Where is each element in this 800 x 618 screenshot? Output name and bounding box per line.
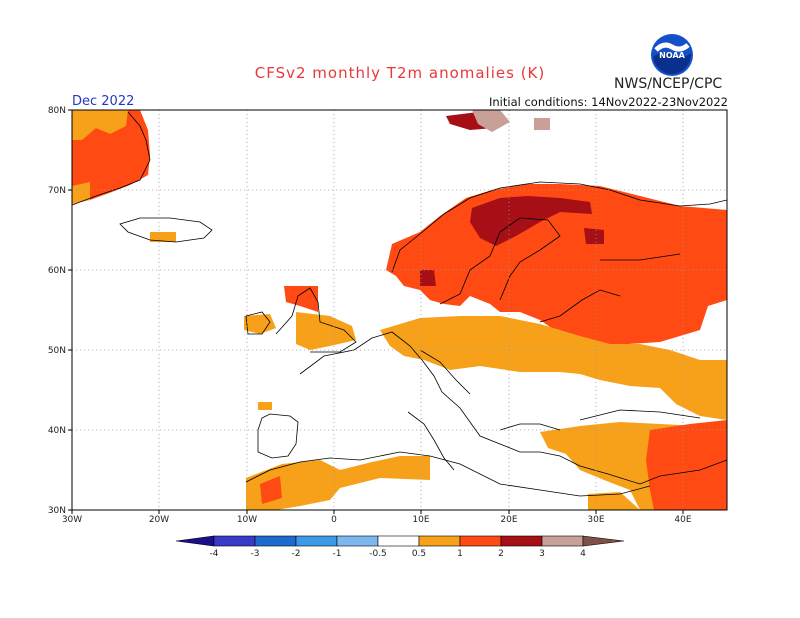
lon-tick-label: 20W: [149, 515, 169, 525]
anomaly-region-north-africa: [246, 456, 430, 510]
initial-conditions-label: Initial conditions: 14Nov2022-23Nov2022: [488, 95, 728, 109]
agency-label: NWS/NCEP/CPC: [614, 76, 723, 92]
colorbar-segment: [336, 535, 379, 547]
lat-tick-label: 50N: [48, 346, 66, 356]
colorbar-label: -0.5: [369, 549, 387, 559]
colorbar-label: -1: [333, 549, 342, 559]
colorbar: [175, 535, 625, 547]
colorbar-label: 0.5: [412, 549, 426, 559]
anomaly-region-greenland: [72, 110, 150, 204]
colorbar-segment: [254, 535, 297, 547]
colorbar-label: -4: [210, 549, 219, 559]
anomaly-region-svalbard-strong: [472, 110, 510, 132]
colorbar-segment: [295, 535, 338, 547]
lat-tick-label: 60N: [48, 266, 66, 276]
svg-text:NOAA: NOAA: [659, 51, 685, 60]
lon-tick-label: 0: [331, 515, 337, 525]
colorbar-segment: [377, 535, 420, 547]
colorbar-label: -2: [292, 549, 301, 559]
anomaly-region-iceland: [150, 232, 176, 242]
anomaly-region-eastern-europe: [380, 316, 727, 420]
anomaly-shading: [72, 110, 727, 510]
forecast-month-label: Dec 2022: [72, 94, 135, 109]
colorbar-segment: [541, 535, 584, 547]
lat-tick-label: 80N: [48, 106, 66, 116]
colorbar-segment: [582, 535, 625, 547]
colorbar-label: 4: [580, 549, 586, 559]
noaa-logo-icon: NOAA: [651, 34, 693, 76]
colorbar-segment: [418, 535, 461, 547]
colorbar-label: 2: [498, 549, 504, 559]
colorbar-label: 3: [539, 549, 545, 559]
anomaly-region-greenland-weak: [72, 110, 128, 140]
lon-tick-label: 30E: [587, 515, 604, 525]
lat-tick-label: 30N: [48, 506, 66, 516]
anomaly-region-middle-east: [646, 420, 727, 510]
graticule: [72, 110, 727, 510]
map-frame: [71, 109, 728, 511]
lat-tick-label: 70N: [48, 186, 66, 196]
lon-tick-label: 10W: [237, 515, 257, 525]
colorbar-label: -3: [251, 549, 260, 559]
lon-tick-label: 20E: [500, 515, 517, 525]
lon-tick-label: 30W: [62, 515, 82, 525]
anomaly-region-scandinavia: [386, 184, 727, 346]
lat-tick-label: 40N: [48, 426, 66, 436]
colorbar-label: 1: [457, 549, 463, 559]
colorbar-segment: [459, 535, 502, 547]
anomaly-region-finland-core: [470, 196, 592, 246]
coastlines: [72, 111, 727, 497]
colorbar-segment: [213, 535, 256, 547]
lon-tick-label: 10E: [412, 515, 429, 525]
map-title: CFSv2 monthly T2m anomalies (K): [254, 64, 546, 82]
colorbar-segment: [500, 535, 543, 547]
colorbar-segment: [175, 535, 215, 547]
axis-ticks: [68, 109, 684, 514]
lon-tick-label: 40E: [674, 515, 691, 525]
